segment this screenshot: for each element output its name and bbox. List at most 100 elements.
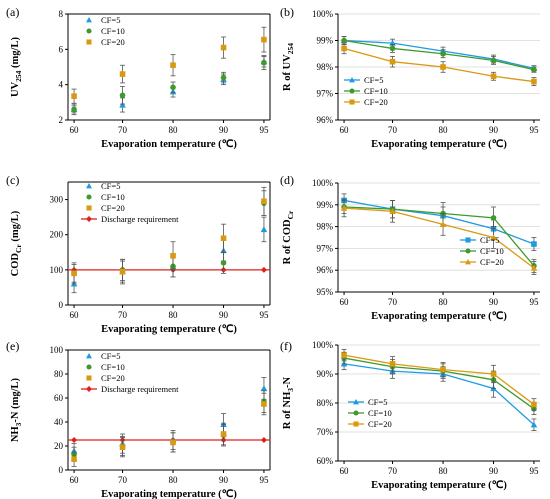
chart-panel-b: 96% 97% 98% 99% 100% 60 70 80 90 95 CF=5CF=10CF=20…: [280, 5, 540, 150]
y-tick-label: 0: [59, 300, 64, 310]
data-point: [220, 260, 227, 266]
legend-marker: [86, 216, 92, 222]
series-line: [344, 207, 535, 269]
series-CF20: [341, 348, 537, 411]
legend-label: Discharge requirement: [101, 214, 179, 224]
x-tick-label: 80: [439, 466, 449, 476]
y-axis-label: R of UV254: [282, 43, 295, 91]
data-point: [170, 439, 176, 446]
legend-marker: [86, 353, 92, 359]
legend-label: CF=10: [101, 26, 125, 36]
data-point: [220, 431, 227, 437]
y-tick-label: 100%: [312, 9, 334, 19]
chart-panel-c: 0 100 200 300 60 70 80 90 95 CF=5CF=10CF=20Discha…: [6, 173, 271, 335]
data-point: [440, 64, 446, 70]
y-tick-label: 97%: [317, 89, 334, 99]
data-point: [170, 62, 176, 69]
y-tick-label: 200: [50, 230, 64, 240]
data-point: [439, 221, 447, 228]
series-CF5: [341, 193, 537, 251]
data-point: [220, 74, 227, 81]
series-CF5: [70, 216, 268, 294]
data-point: [490, 234, 497, 241]
legend-marker: [86, 375, 92, 381]
y-tick-label: 60%: [317, 456, 334, 466]
series-CF10: [71, 390, 267, 463]
data-point: [440, 366, 446, 373]
legend-label: CF=5: [480, 235, 499, 245]
x-tick-label: 70: [118, 310, 128, 320]
x-tick-label: 70: [388, 297, 398, 307]
x-tick-label: 90: [489, 125, 499, 135]
legend-marker: [349, 99, 355, 105]
discharge-marker: [260, 437, 267, 443]
x-tick-label: 60: [70, 310, 80, 320]
x-tick-label: 95: [259, 310, 269, 320]
series-line: [343, 39, 535, 71]
data-point: [260, 385, 268, 392]
legend-label: CF=5: [101, 351, 120, 361]
y-tick-label: 96%: [317, 115, 334, 125]
data-point: [389, 208, 396, 214]
series-CF20: [71, 186, 267, 285]
x-tick-label: 70: [388, 466, 398, 476]
y-tick-label: 90%: [317, 369, 334, 379]
legend-label: CF=5: [101, 181, 120, 191]
legend-label: CF=10: [101, 362, 125, 372]
data-point: [260, 226, 268, 233]
legend-marker: [353, 410, 359, 416]
x-tick-label: 70: [118, 125, 128, 135]
x-tick-label: 60: [340, 466, 350, 476]
legend-marker: [86, 194, 92, 200]
y-axis-label-main: R of COD: [282, 219, 293, 264]
y-tick-label: 96%: [317, 265, 334, 275]
y-axis-label: UV254 (mg/L): [10, 37, 23, 97]
legend-marker: [86, 364, 92, 370]
chart-panel-f: 60% 70% 80% 90% 100% 60 70 80 90 95 CF=5CF=10CF=20…: [280, 339, 540, 491]
panel-label: (e): [6, 339, 19, 353]
data-point: [531, 241, 537, 247]
legend-label: CF=20: [364, 97, 388, 107]
panel-label: (d): [280, 173, 294, 187]
legend-label: CF=20: [480, 257, 504, 267]
y-axis-label-unit: -N: [282, 377, 293, 388]
x-tick-label: 90: [219, 125, 229, 135]
data-point: [220, 235, 227, 242]
data-point: [261, 36, 267, 43]
legend-label: CF=5: [364, 75, 383, 85]
y-tick-label: 97%: [317, 243, 334, 253]
series-CF20: [341, 42, 537, 86]
series-CF20: [340, 198, 538, 275]
x-tick-label: 80: [169, 310, 179, 320]
y-tick-label: 100%: [312, 178, 334, 188]
data-point: [220, 44, 227, 51]
x-tick-label: 95: [259, 475, 269, 485]
data-point: [71, 106, 77, 113]
legend-label: CF=10: [364, 86, 388, 96]
y-tick-label: 2: [59, 115, 64, 125]
y-tick-label: 0: [59, 465, 64, 475]
legend-marker: [465, 248, 471, 254]
y-tick-label: 98%: [317, 62, 334, 72]
data-point: [119, 268, 126, 275]
data-point: [119, 101, 126, 108]
data-point: [119, 92, 126, 99]
x-tick-label: 70: [388, 125, 398, 135]
chart-panel-e: 0 20 40 60 80 100 60 70 80 90 95 CF=5CF=10CF=20Disc…: [6, 339, 271, 499]
series-line: [343, 199, 535, 245]
legend-label: CF=20: [101, 373, 125, 383]
y-axis-label: R of CODCr: [282, 210, 295, 264]
legend-marker: [353, 421, 359, 427]
data-point: [440, 50, 446, 57]
data-point: [170, 252, 176, 259]
y-axis-label-subscript: Cr: [14, 244, 23, 253]
y-axis-label-main: R of NH: [282, 392, 293, 429]
y-axis-label-subscript: 3: [14, 422, 23, 426]
x-tick-label: 90: [219, 475, 229, 485]
